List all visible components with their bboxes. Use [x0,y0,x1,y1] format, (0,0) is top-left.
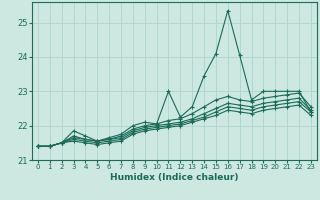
X-axis label: Humidex (Indice chaleur): Humidex (Indice chaleur) [110,173,239,182]
